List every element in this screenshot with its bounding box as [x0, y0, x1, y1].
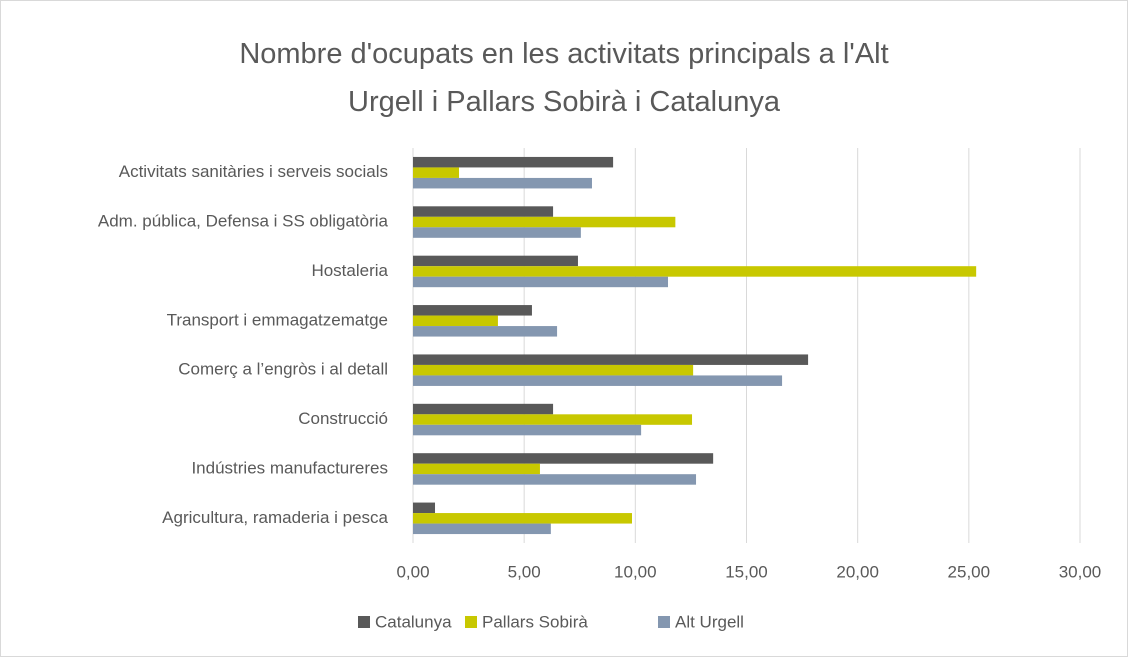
bar — [413, 523, 551, 535]
bar — [413, 326, 558, 337]
bar — [413, 156, 614, 168]
y-tick-label: Agricultura, ramaderia i pesca — [162, 508, 388, 527]
bar — [413, 167, 460, 178]
y-tick-label: Adm. pública, Defensa i SS obligatòria — [98, 212, 389, 231]
bar — [413, 474, 697, 485]
bar — [413, 354, 809, 365]
bar — [413, 255, 578, 267]
bar — [413, 266, 977, 277]
chart-title: Nombre d'ocupats en les activitats princ… — [239, 38, 889, 118]
bar — [413, 513, 632, 524]
legend-label: Pallars Sobirà — [482, 612, 588, 631]
y-tick-label: Comerç a l’engròs i al detall — [178, 360, 388, 379]
bar — [413, 414, 693, 425]
legend-swatch — [465, 616, 477, 628]
bar — [413, 403, 554, 415]
y-tick-label: Transport i emmagatzematge — [167, 310, 388, 329]
bar — [413, 305, 532, 316]
x-tick-label: 30,00 — [1059, 562, 1102, 581]
bar — [413, 216, 676, 228]
y-tick-label: Construcció — [298, 409, 388, 428]
y-tick-label: Indústries manufactureres — [191, 458, 388, 477]
y-tick-label: Activitats sanitàries i serveis socials — [119, 162, 388, 181]
x-tick-label: 5,00 — [508, 562, 541, 581]
x-tick-label: 10,00 — [614, 562, 657, 581]
x-tick-label: 20,00 — [836, 562, 879, 581]
bar — [413, 424, 642, 436]
bar — [413, 364, 694, 376]
legend-label: Alt Urgell — [675, 612, 744, 631]
x-tick-label: 0,00 — [396, 562, 429, 581]
x-tick-label: 25,00 — [948, 562, 991, 581]
bar — [413, 227, 581, 238]
legend-label: Catalunya — [375, 612, 452, 631]
bar — [413, 463, 540, 475]
y-tick-label: Hostaleria — [311, 261, 388, 280]
bar — [413, 177, 592, 189]
bar — [413, 315, 498, 327]
bar — [413, 375, 783, 386]
bar — [413, 276, 669, 288]
x-tick-label: 15,00 — [725, 562, 768, 581]
legend-swatch — [658, 616, 670, 628]
bar — [413, 502, 436, 514]
legend-swatch — [358, 616, 370, 628]
bar — [413, 206, 554, 217]
bar — [413, 453, 714, 464]
